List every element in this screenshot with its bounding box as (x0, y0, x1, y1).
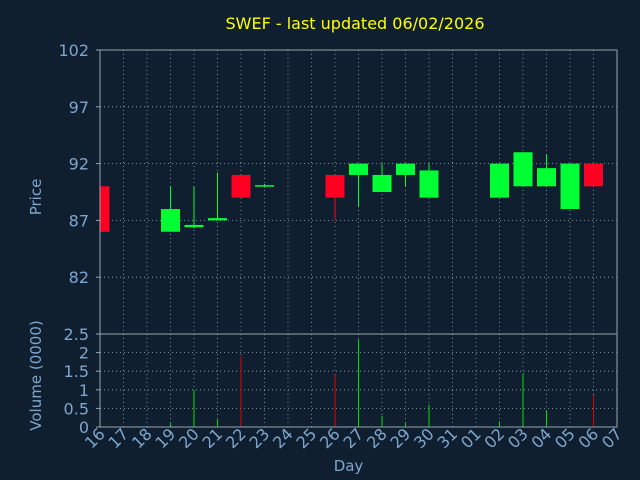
candle-body (349, 163, 368, 175)
price-axis: 102 97 92 87 82 (58, 41, 100, 287)
candle-body (396, 163, 415, 175)
price-axis-label: Price (27, 179, 45, 216)
candle-body (161, 209, 180, 232)
candle-body (372, 174, 392, 192)
day-axis-label: Day (334, 457, 364, 475)
volume-axis-label: Volume (0000) (27, 320, 45, 430)
price-grid (99, 49, 618, 334)
volume-tick-label: 1.5 (64, 362, 89, 381)
price-tick-label: 102 (58, 41, 89, 60)
candle-body (184, 224, 204, 228)
price-tick-label: 97 (69, 98, 89, 117)
volume-tick-label: 2 (79, 344, 89, 363)
candle-body (208, 218, 227, 221)
candle-body (325, 174, 345, 198)
volume-tick-label: 1 (79, 381, 89, 400)
price-tick-label: 82 (69, 268, 89, 287)
volume-tick-label: 0 (79, 418, 89, 437)
volume-panel-frame (99, 333, 618, 428)
volume-tick-label: 0.5 (64, 399, 89, 418)
price-tick-label: 92 (69, 155, 89, 174)
chart-title: SWEF - last updated 06/02/2026 (225, 14, 484, 33)
candlestick-series (99, 152, 603, 232)
candle-body (100, 186, 110, 232)
candle-body (231, 174, 251, 198)
candle-body (513, 152, 533, 187)
candle-body (560, 163, 580, 210)
day-axis: 1617181920212223242526272829303101020304… (81, 424, 626, 452)
candle-body (537, 168, 556, 187)
volume-axis: 00.511.522.5 (64, 325, 100, 437)
candle-body (255, 185, 274, 187)
candle-body (419, 170, 439, 198)
volume-tick-label: 2.5 (64, 325, 89, 344)
day-tick-label: 07 (598, 424, 626, 452)
candle-body (584, 163, 603, 187)
price-tick-label: 87 (69, 211, 89, 230)
volume-series (170, 339, 594, 427)
candle-body (490, 163, 509, 198)
